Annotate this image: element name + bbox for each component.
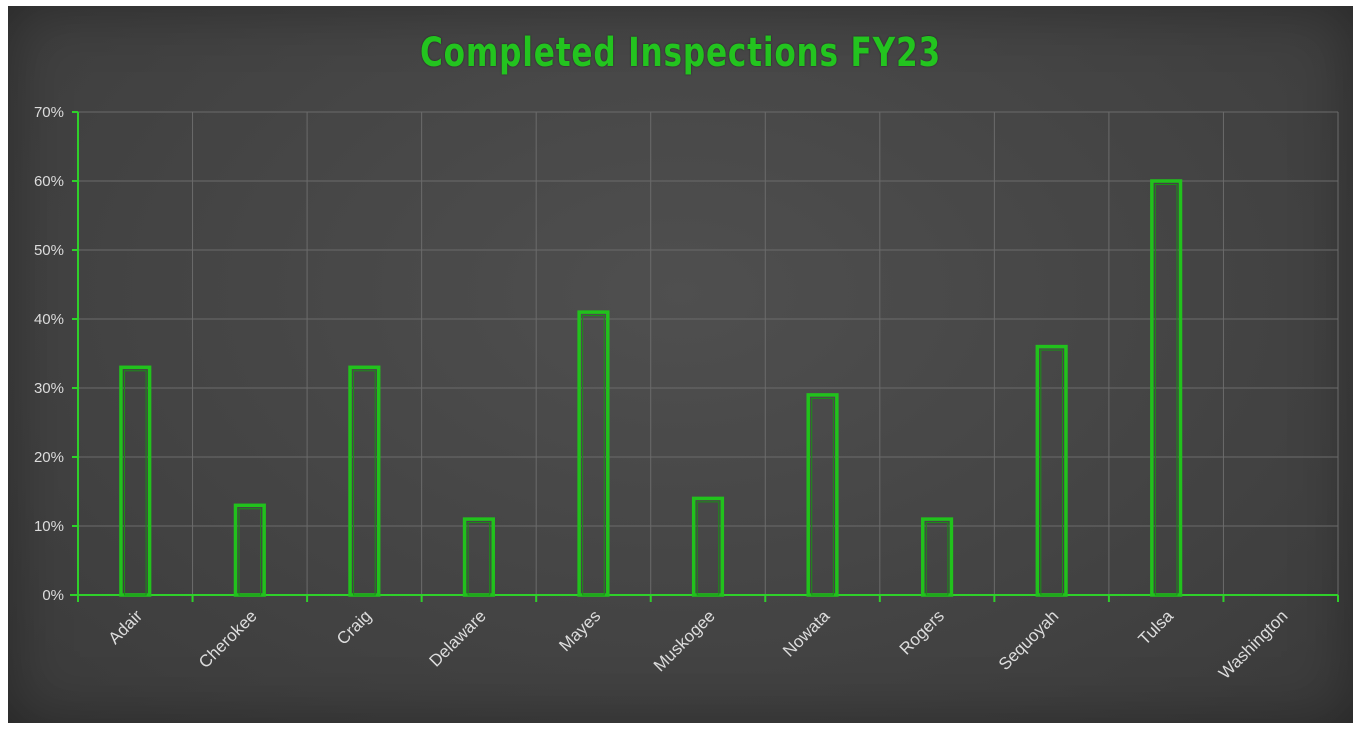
x-tick-label: Washington	[1215, 606, 1291, 682]
x-tick-label: Craig	[333, 606, 375, 648]
bar-sequoyah	[1035, 344, 1068, 597]
bar-muskogee	[691, 496, 725, 597]
x-tick-label: Tulsa	[1135, 606, 1178, 649]
y-tick-label: 40%	[34, 311, 64, 328]
bar-inner-outline	[238, 508, 262, 596]
x-tick-label: Cherokee	[195, 606, 261, 672]
x-tick-label: Muskogee	[650, 606, 719, 675]
y-tick-label: 60%	[34, 173, 64, 190]
bar-inner-outline	[925, 522, 949, 596]
y-tick-label: 20%	[34, 449, 64, 466]
y-tick-label: 70%	[34, 104, 64, 121]
bar-chart: 0% 10% 20% 30% 40% 50% 60% 70% Adair Cherokee Crai…	[34, 104, 1339, 683]
bar-delaware	[462, 517, 495, 597]
bar-inner-outline	[353, 370, 376, 596]
y-tick-label: 50%	[34, 242, 64, 259]
y-tick-label: 10%	[34, 518, 64, 535]
bar-inner-outline	[123, 370, 147, 596]
x-tick-label: Nowata	[779, 606, 834, 661]
bar-inner-outline	[467, 522, 491, 596]
bar-inner-outline	[1040, 349, 1063, 596]
bar-mayes	[577, 310, 610, 597]
bar-cherokee	[233, 503, 266, 597]
x-tick-label: Sequoyah	[995, 606, 1063, 674]
bar-inner-outline	[1154, 184, 1178, 596]
bar-nowata	[806, 393, 839, 597]
x-tick-label: Adair	[105, 606, 147, 648]
chart-panel: Completed Inspections FY23 0% 10% 20% 30% 40…	[8, 6, 1353, 723]
bar-inner-outline	[582, 315, 605, 596]
bar-rogers	[921, 517, 954, 597]
y-tick-label: 0%	[42, 587, 64, 604]
x-tick-label: Mayes	[555, 606, 604, 655]
x-tick-label: Rogers	[896, 606, 948, 658]
bar-inner-outline	[696, 501, 720, 596]
y-tick-label: 30%	[34, 380, 64, 397]
bar-adair	[119, 365, 152, 597]
x-tick-label: Delaware	[426, 606, 490, 670]
bar-craig	[348, 365, 381, 597]
bar-inner-outline	[811, 397, 834, 596]
chart-title: Completed Inspections FY23	[420, 30, 941, 76]
